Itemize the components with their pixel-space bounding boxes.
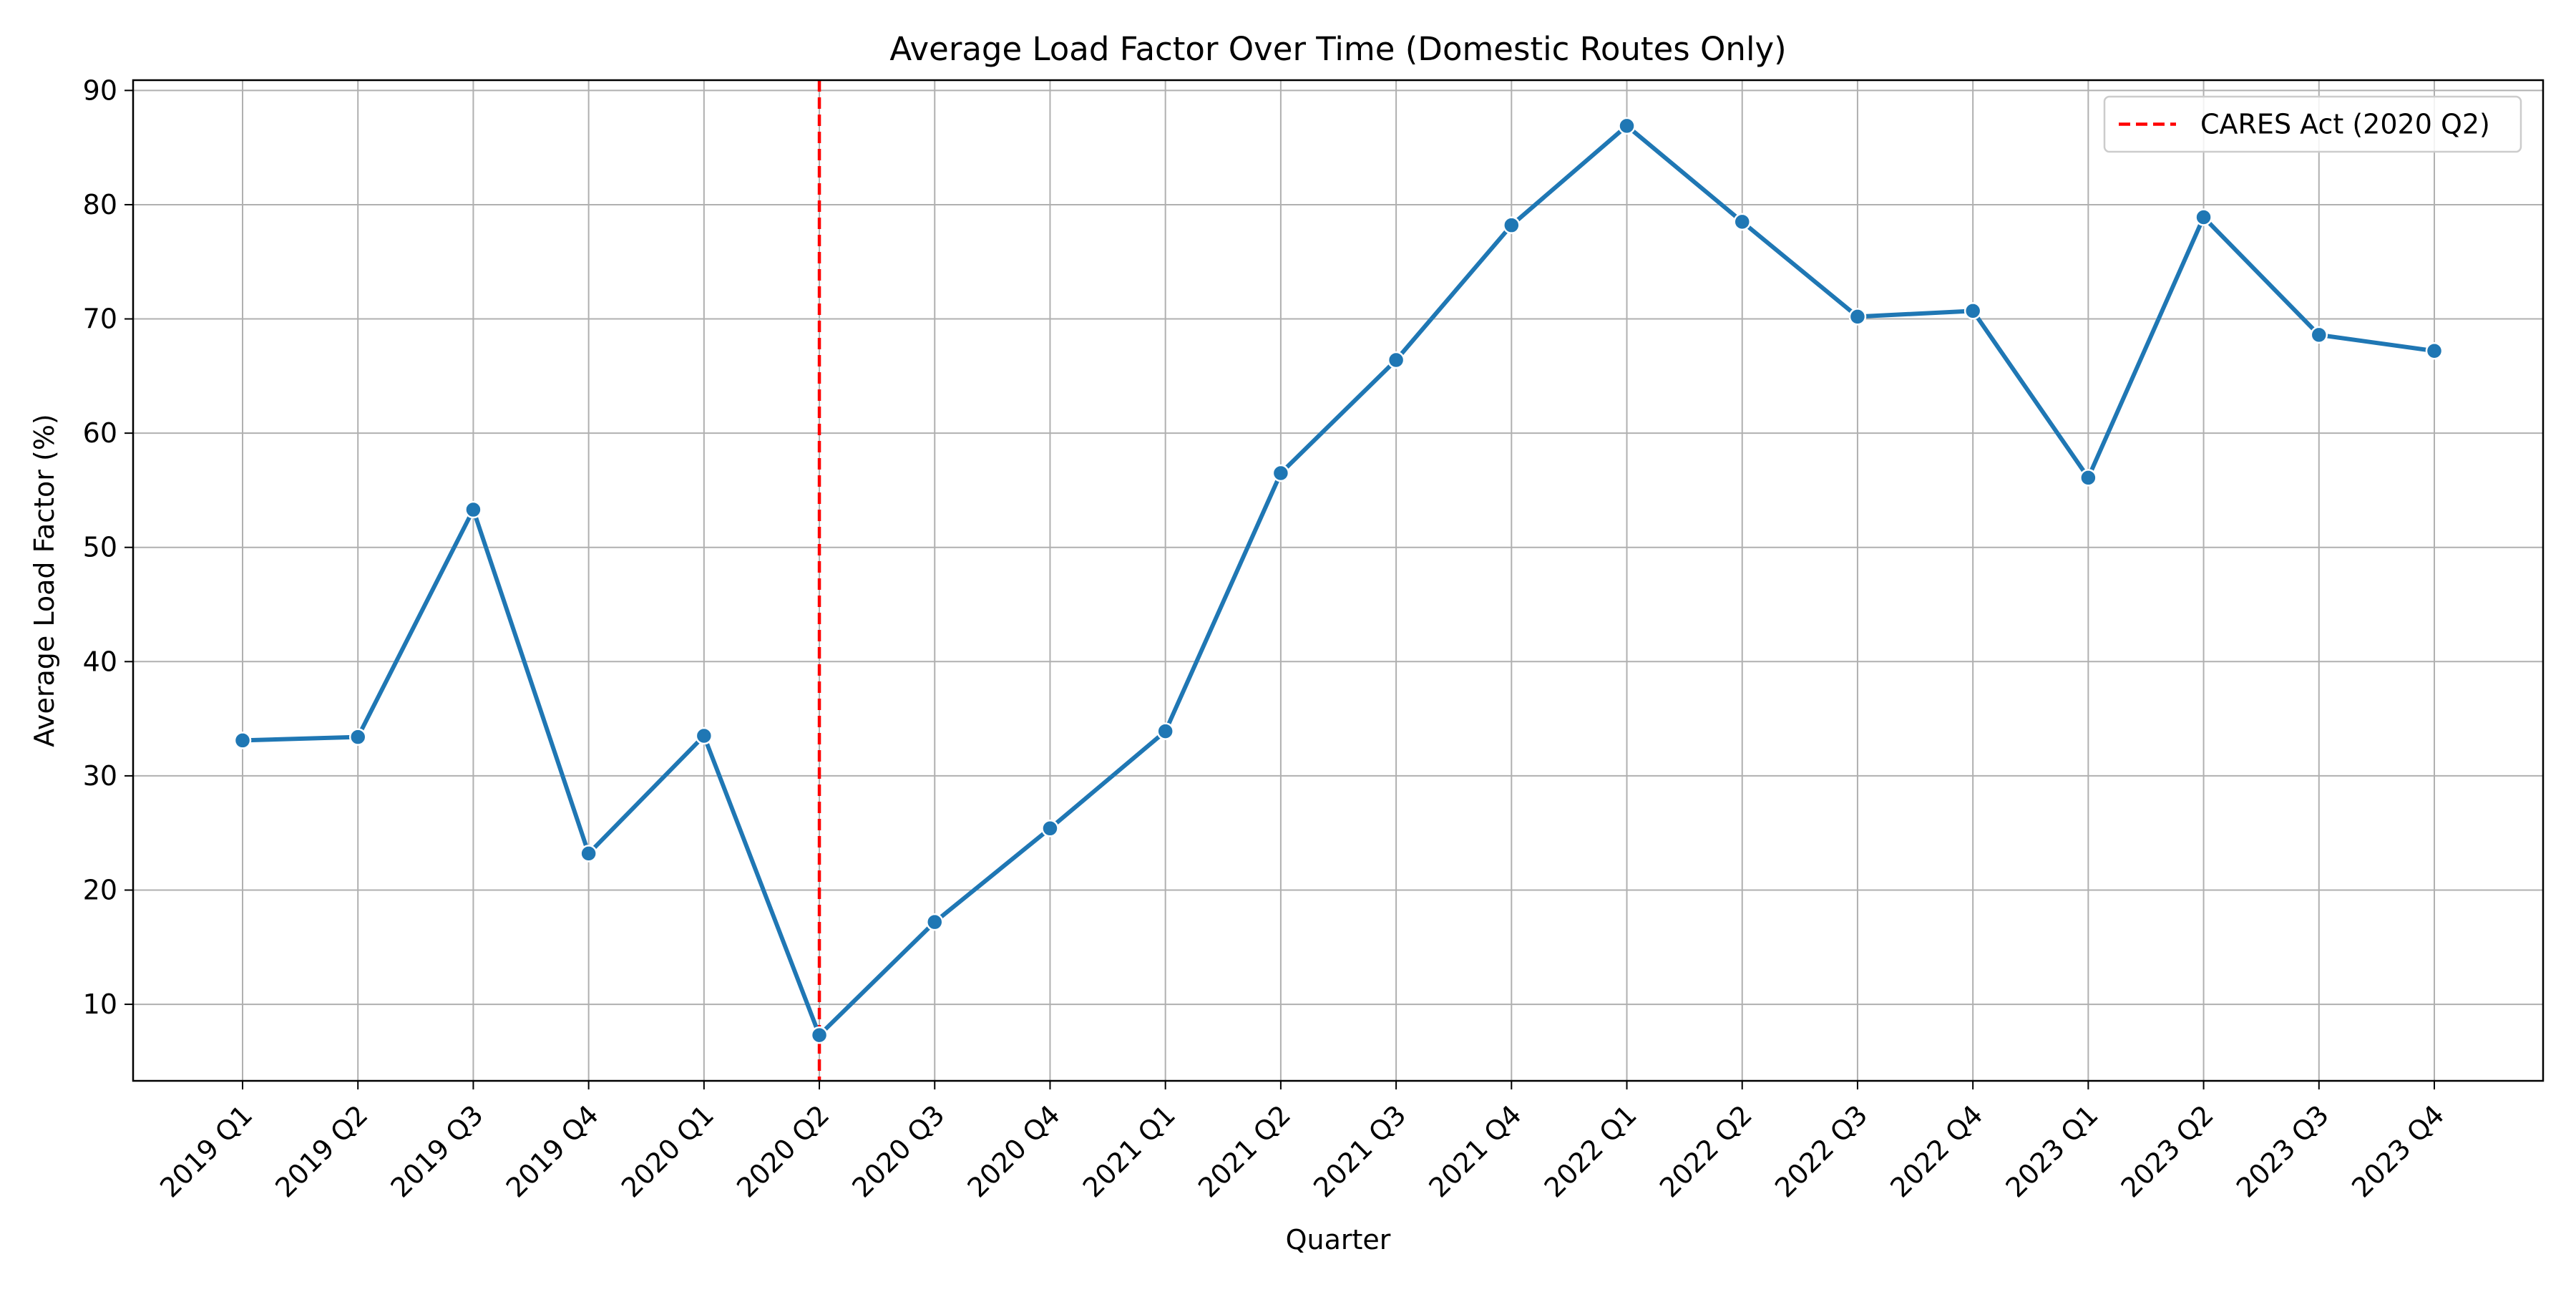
y-axis-label: Average Load Factor (%): [29, 414, 60, 747]
y-tick-label: 60: [83, 417, 117, 449]
data-point: [926, 913, 944, 931]
data-point: [1733, 213, 1751, 231]
data-point: [1387, 351, 1405, 369]
y-tick-label: 30: [83, 760, 117, 792]
data-point: [233, 732, 252, 749]
series-line: [240, 123, 2436, 1038]
data-point: [2195, 208, 2212, 226]
y-tick-label: 40: [83, 646, 117, 677]
y-tick-label: 90: [83, 74, 117, 106]
data-point: [2310, 326, 2328, 344]
data-point: [1041, 820, 1059, 837]
y-tick-label: 80: [83, 189, 117, 220]
series: [233, 117, 2444, 1044]
legend: CARES Act (2020 Q2): [2103, 95, 2522, 153]
legend-box: [2103, 95, 2522, 153]
data-point: [1848, 308, 1867, 326]
data-point: [1618, 117, 1636, 135]
y-tick-label: 10: [83, 989, 117, 1020]
y-tick-label: 20: [83, 874, 117, 905]
plot-frame: [132, 79, 2545, 1082]
chart-title: Average Load Factor Over Time (Domestic …: [889, 30, 1786, 68]
data-point: [348, 728, 367, 746]
data-point: [1272, 464, 1290, 482]
x-axis-label: Quarter: [1286, 1224, 1391, 1255]
data-point: [810, 1026, 829, 1044]
data-point: [1963, 302, 1982, 320]
y-tick-label: 50: [83, 532, 117, 563]
data-point: [464, 500, 482, 519]
data-point: [695, 727, 713, 745]
data-point: [2425, 341, 2444, 360]
grid: [133, 80, 2543, 1081]
y-tick-label: 70: [83, 303, 117, 335]
y-axis-ticks: 10 20 30 40 50 60 70 80 90: [83, 74, 133, 1020]
legend-label-cares-act: CARES Act (2020 Q2): [2200, 109, 2490, 140]
data-point: [1156, 722, 1174, 740]
data-point: [1503, 216, 1521, 234]
data-point: [580, 845, 597, 863]
data-point: [2079, 469, 2097, 487]
